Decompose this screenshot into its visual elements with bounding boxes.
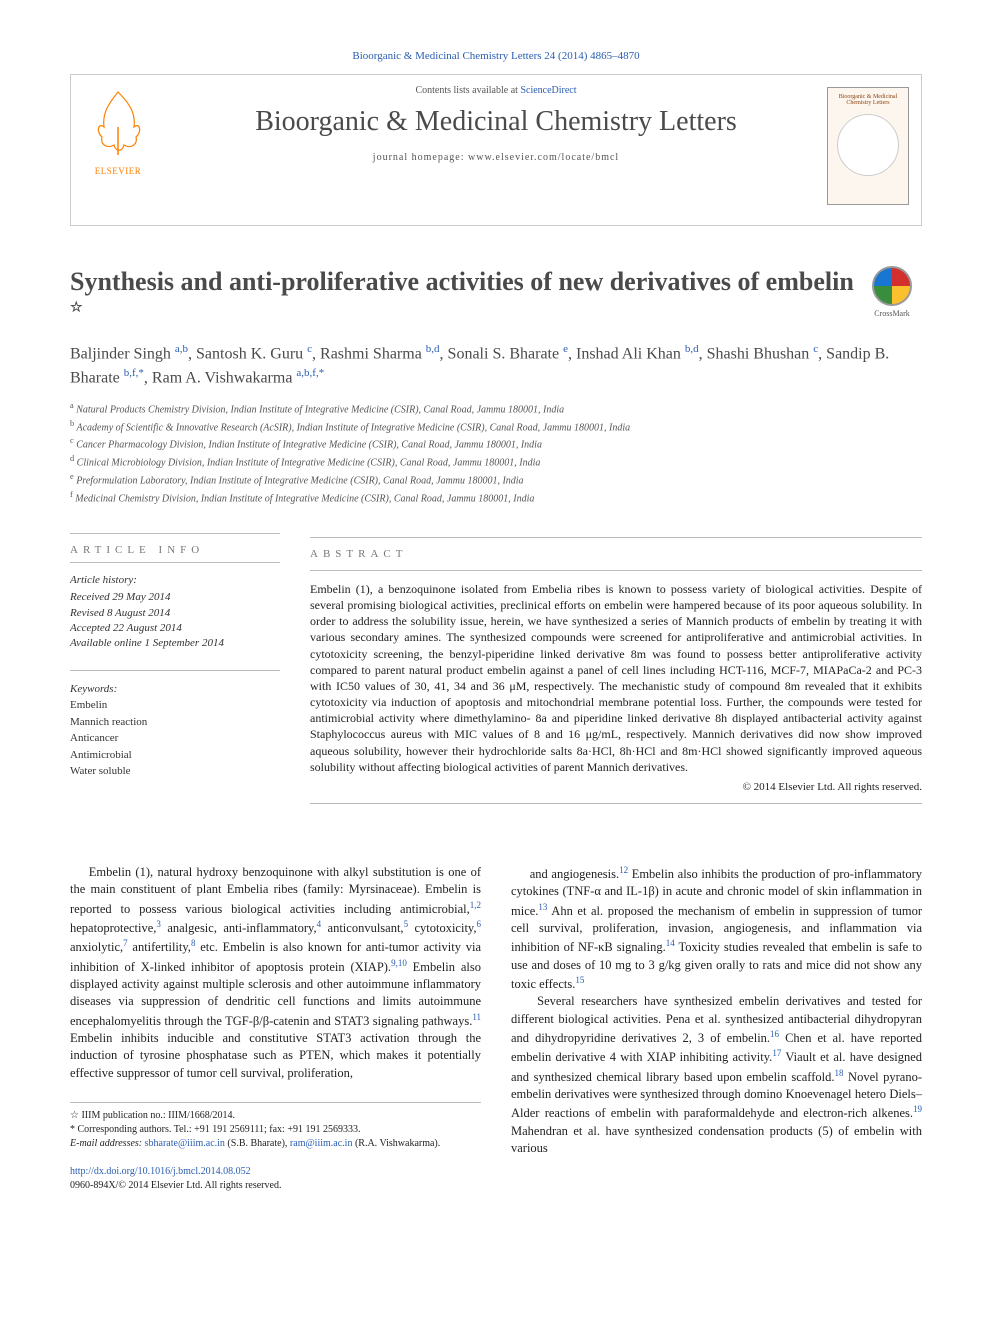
homepage-prefix: journal homepage: xyxy=(373,152,468,163)
title-footnote-star: ☆ xyxy=(70,301,83,316)
email-name-2: (R.A. Vishwakarma). xyxy=(355,1138,440,1149)
article-info-block: ARTICLE INFO Article history: Received 2… xyxy=(70,527,280,814)
keyword: Water soluble xyxy=(70,763,280,780)
journal-name: Bioorganic & Medicinal Chemistry Letters xyxy=(171,106,821,138)
footnote-emails: E-mail addresses: sbharate@iiim.ac.in (S… xyxy=(70,1137,481,1151)
cover-title: Bioorganic & Medicinal Chemistry Letters xyxy=(839,94,898,106)
homepage-url[interactable]: www.elsevier.com/locate/bmcl xyxy=(468,152,619,163)
top-citation: Bioorganic & Medicinal Chemistry Letters… xyxy=(70,50,922,62)
email-link-2[interactable]: ram@iiim.ac.in xyxy=(290,1138,353,1149)
keyword: Embelin xyxy=(70,697,280,714)
journal-header: ELSEVIER Contents lists available at Sci… xyxy=(70,74,922,226)
affiliations: a Natural Products Chemistry Division, I… xyxy=(70,400,922,507)
title-text: Synthesis and anti-proliferative activit… xyxy=(70,267,854,296)
article-title: Synthesis and anti-proliferative activit… xyxy=(70,266,862,328)
abstract-block: ABSTRACT Embelin (1), a benzoquinone iso… xyxy=(310,527,922,814)
body-col2: and angiogenesis.12 Embelin also inhibit… xyxy=(511,864,922,1157)
footnote-pubno: ☆ IIIM publication no.: IIIM/1668/2014. xyxy=(70,1109,481,1123)
crossmark-badge[interactable]: CrossMark xyxy=(862,266,922,318)
keyword: Anticancer xyxy=(70,730,280,747)
journal-homepage: journal homepage: www.elsevier.com/locat… xyxy=(171,152,821,163)
footnote-corresponding: * Corresponding authors. Tel.: +91 191 2… xyxy=(70,1123,481,1137)
journal-cover-thumbnail: Bioorganic & Medicinal Chemistry Letters xyxy=(827,87,909,205)
footnotes: ☆ IIIM publication no.: IIIM/1668/2014. … xyxy=(70,1102,481,1151)
contents-list-line: Contents lists available at ScienceDirec… xyxy=(171,85,821,96)
crossmark-label: CrossMark xyxy=(874,309,910,318)
body-text: Embelin (1), natural hydroxy benzoquinon… xyxy=(70,864,922,1192)
authors-list: Baljinder Singh a,b, Santosh K. Guru c, … xyxy=(70,342,922,389)
keyword: Antimicrobial xyxy=(70,747,280,764)
sciencedirect-link[interactable]: ScienceDirect xyxy=(520,85,576,96)
keywords-label: Keywords: xyxy=(70,683,117,695)
history-line: Revised 8 August 2014 xyxy=(70,606,280,621)
keyword: Mannich reaction xyxy=(70,714,280,731)
crossmark-icon xyxy=(872,266,912,306)
emails-label: E-mail addresses: xyxy=(70,1138,142,1149)
doi-footer: http://dx.doi.org/10.1016/j.bmcl.2014.08… xyxy=(70,1165,481,1193)
abstract-text: Embelin (1), a benzoquinone isolated fro… xyxy=(310,581,922,775)
email-link-1[interactable]: sbharate@iiim.ac.in xyxy=(145,1138,225,1149)
publisher-logo: ELSEVIER xyxy=(83,87,153,197)
article-info-label: ARTICLE INFO xyxy=(70,544,280,556)
history-line: Available online 1 September 2014 xyxy=(70,636,280,651)
history-label: Article history: xyxy=(70,573,280,588)
abstract-label: ABSTRACT xyxy=(310,548,922,560)
publisher-name: ELSEVIER xyxy=(83,166,153,176)
body-col1: Embelin (1), natural hydroxy benzoquinon… xyxy=(70,864,481,1082)
history-line: Accepted 22 August 2014 xyxy=(70,621,280,636)
doi-link[interactable]: http://dx.doi.org/10.1016/j.bmcl.2014.08… xyxy=(70,1165,481,1179)
history-line: Received 29 May 2014 xyxy=(70,590,280,605)
contents-prefix: Contents lists available at xyxy=(415,85,520,96)
issn-line: 0960-894X/© 2014 Elsevier Ltd. All right… xyxy=(70,1179,481,1193)
cover-image-icon xyxy=(837,114,899,176)
email-name-1: (S.B. Bharate), xyxy=(227,1138,287,1149)
abstract-copyright: © 2014 Elsevier Ltd. All rights reserved… xyxy=(310,781,922,793)
elsevier-tree-icon xyxy=(90,87,146,157)
